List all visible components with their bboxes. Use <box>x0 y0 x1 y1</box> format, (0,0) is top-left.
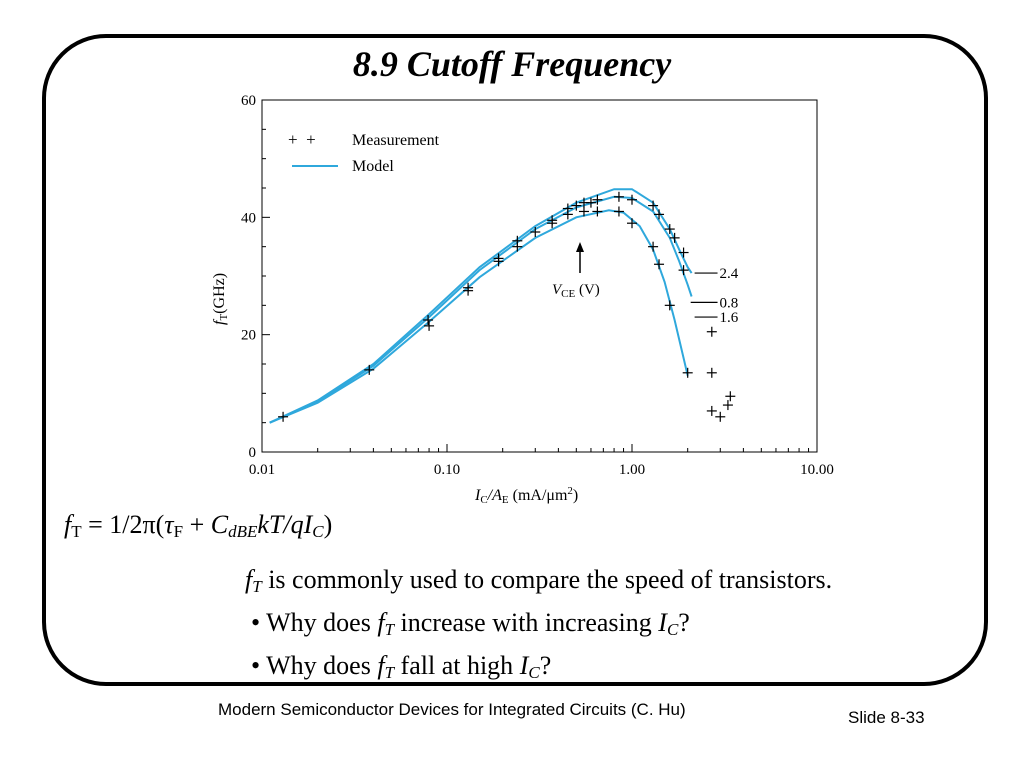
cutoff-formula: fT = 1/2π(τF + CdBEkT/qIC) <box>64 510 333 541</box>
model-line-vce-2-4 <box>269 188 693 424</box>
slide-title: 8.9 Cutoff Frequency <box>352 44 672 84</box>
measurement-point <box>706 405 717 416</box>
bullet-item-fall: • Why does fT fall at high IC? <box>251 651 552 682</box>
measurement-point <box>578 206 589 217</box>
y-axis-label: fT(GHz) <box>211 273 230 325</box>
y-tick-label: 0 <box>249 445 257 461</box>
measurement-point <box>493 256 504 267</box>
measurement-point <box>547 218 558 229</box>
measurement-point <box>592 206 603 217</box>
y-tick-label: 40 <box>241 210 256 226</box>
measurement-point <box>682 367 693 378</box>
y-tick-label: 60 <box>241 93 256 109</box>
measurement-point <box>592 194 603 205</box>
measurement-point <box>364 364 375 375</box>
slide-body: fT is commonly used to compare the speed… <box>245 562 832 691</box>
measurement-point <box>678 265 689 276</box>
measurement-point <box>722 400 733 411</box>
x-axis-label: IC/AE (mA/μm2) <box>474 485 578 505</box>
measurement-point <box>512 241 523 252</box>
bullet-item-increase: • Why does fT increase with increasing I… <box>251 608 690 639</box>
axis-ticks <box>261 99 810 453</box>
measurement-point <box>664 224 675 235</box>
measurement-point <box>715 411 726 422</box>
x-tick-label: 0.10 <box>434 462 460 478</box>
x-tick-label: 0.01 <box>249 462 275 478</box>
measurement-point <box>664 300 675 311</box>
y-tick-label: 20 <box>241 328 256 344</box>
measurement-points <box>278 191 736 422</box>
vce-label: VCE (V) <box>552 282 600 300</box>
x-tick-label: 10.00 <box>800 462 834 478</box>
x-tick-labels: 0.01 0.10 1.00 10.00 <box>249 462 834 478</box>
measurement-point <box>654 209 665 220</box>
series-label-0-8: 0.8 <box>720 295 739 311</box>
slide-frame <box>42 34 988 686</box>
series-labels: 2.4 1.60.8 <box>690 266 739 326</box>
measurement-point <box>423 315 434 325</box>
y-tick-labels: 0 20 40 60 <box>241 93 256 461</box>
measurement-point <box>613 191 624 202</box>
model-line-vce-0-8 <box>269 209 689 424</box>
vce-arrow-head <box>576 242 584 252</box>
measurement-point <box>627 194 637 205</box>
measurement-point <box>585 197 596 208</box>
series-label-2-4: 2.4 <box>720 266 739 282</box>
model-line-vce-1-6 <box>269 195 693 424</box>
measurement-point <box>424 320 435 331</box>
measurement-point <box>654 259 665 270</box>
cutoff-frequency-chart: 0.01 0.10 1.00 10.00 0 20 40 60 + + Measuremen… <box>211 93 834 505</box>
measurement-point <box>627 218 637 229</box>
measurement-point <box>463 285 474 296</box>
measurement-point <box>669 232 680 243</box>
measurement-point <box>648 241 659 252</box>
measurement-point <box>571 200 582 211</box>
footer-citation: Modern Semiconductor Devices for Integra… <box>218 700 686 719</box>
legend-measurement-marker: + + <box>288 130 316 149</box>
legend: + + Measurement Model <box>288 130 440 175</box>
model-lines <box>269 188 693 424</box>
slide-number: Slide 8-33 <box>848 708 925 727</box>
vce-annotation: VCE (V) <box>552 242 600 300</box>
measurement-point <box>725 391 736 402</box>
legend-model-label: Model <box>352 158 394 175</box>
measurement-point <box>706 326 717 337</box>
series-label-1-6: 1.6 <box>720 310 739 326</box>
measurement-point <box>706 367 717 378</box>
body-line-intro: fT is commonly used to compare the speed… <box>245 565 833 596</box>
measurement-point <box>530 227 541 237</box>
measurement-point <box>678 247 689 258</box>
measurement-point <box>562 209 573 220</box>
legend-measurement-label: Measurement <box>352 132 440 149</box>
measurement-point <box>613 206 624 217</box>
measurement-point <box>278 411 289 422</box>
measurement-point <box>648 200 659 211</box>
x-tick-label: 1.00 <box>619 462 645 478</box>
